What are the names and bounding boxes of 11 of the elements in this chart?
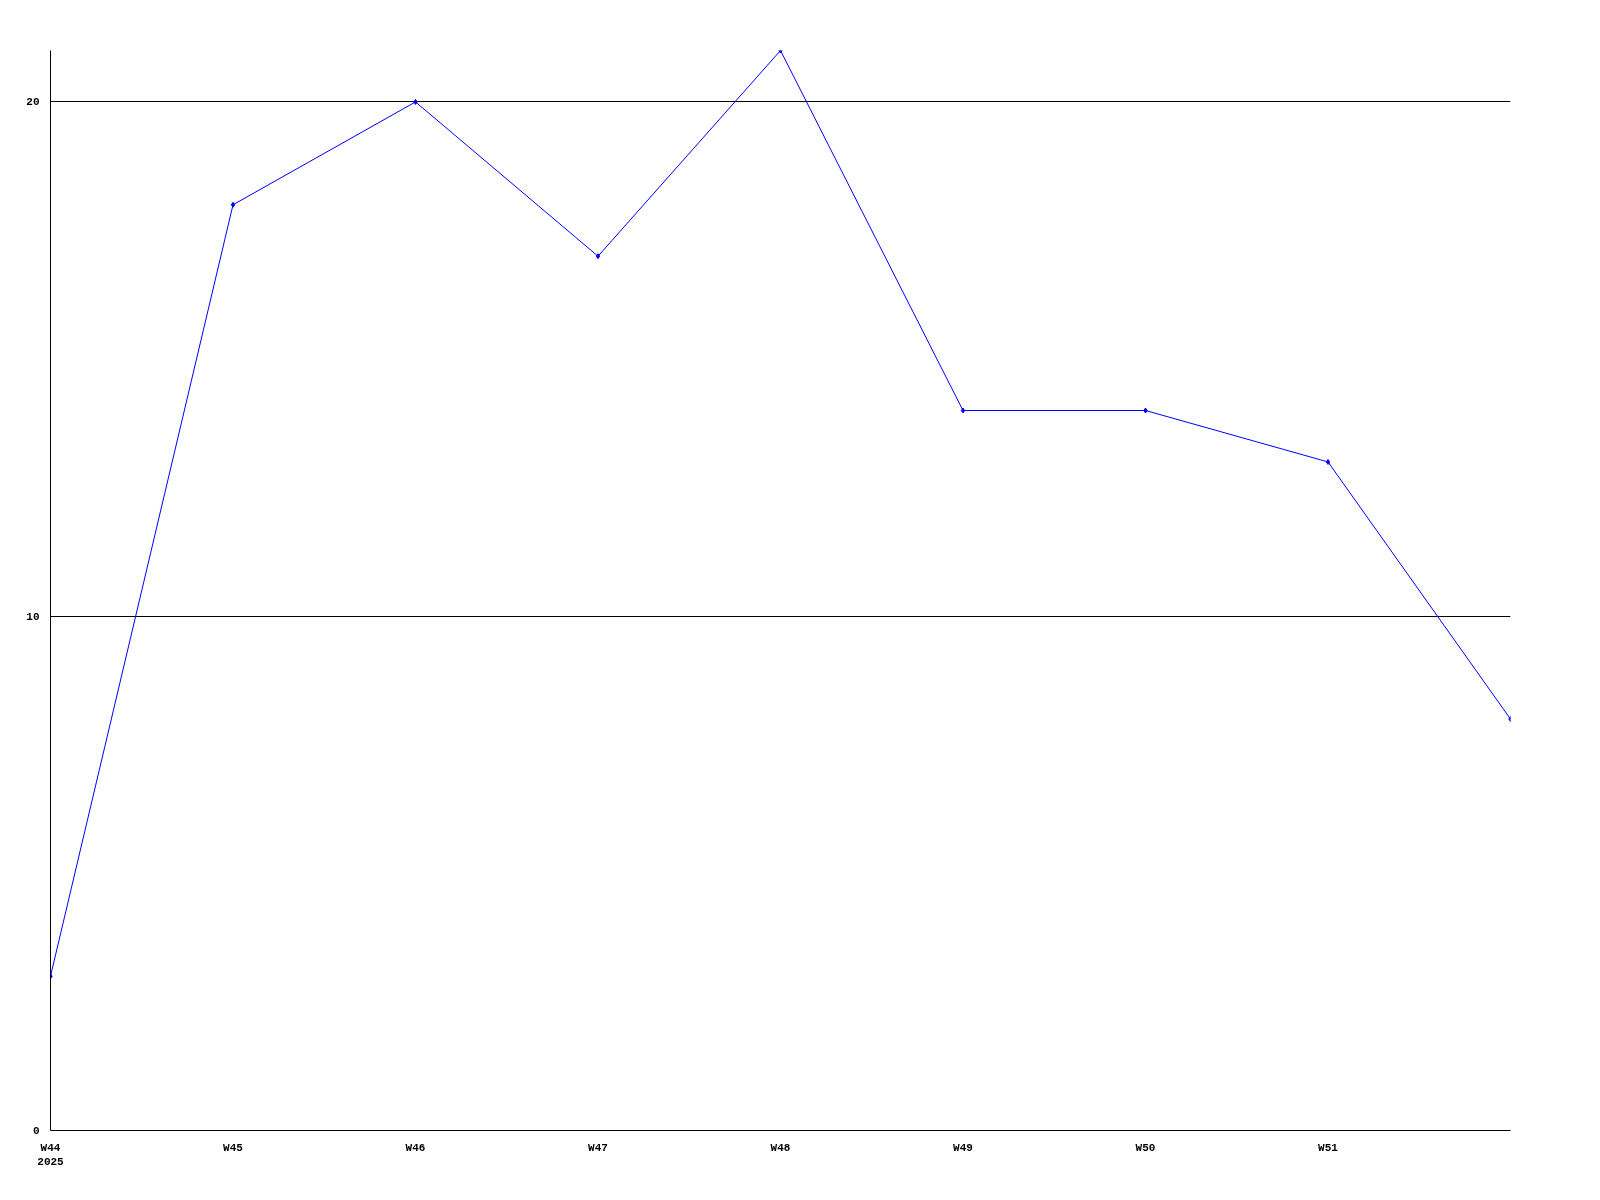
y-tick-label: 20 [26,96,40,109]
x-tick-label: W50 [1135,1141,1156,1154]
x-tick-label: W45 [223,1141,244,1154]
y-tick-label: 10 [26,610,40,623]
x-tick-label: W48 [770,1141,791,1154]
x-tick-label: W51 [1318,1141,1339,1154]
y-tick-label: 0 [32,1125,40,1137]
x-tick-label: W49 [953,1141,973,1154]
x-tick-label: W44 2025 [37,1141,65,1168]
x-tick-label: W46 [405,1141,426,1154]
x-tick-label: W47 [588,1141,608,1154]
